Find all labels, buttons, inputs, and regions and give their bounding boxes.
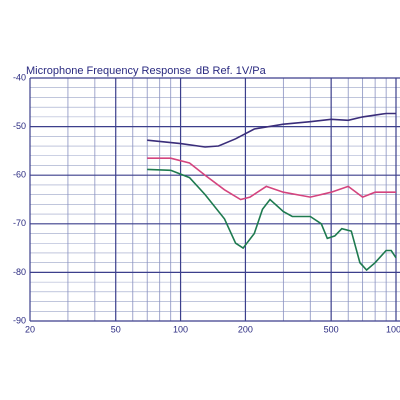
x-tick-label: 1000 bbox=[386, 324, 400, 334]
y-tick-label: -60 bbox=[13, 170, 26, 180]
x-tick-label: 500 bbox=[324, 324, 339, 334]
y-tick-label: -80 bbox=[13, 267, 26, 277]
y-tick-label: -40 bbox=[13, 72, 26, 82]
x-tick-label: 50 bbox=[111, 324, 121, 334]
x-tick-label: 20 bbox=[25, 324, 35, 334]
series-line bbox=[147, 112, 396, 148]
x-tick-label: 100 bbox=[173, 324, 188, 334]
chart-subtitle: dB Ref. 1V/Pa bbox=[196, 65, 267, 77]
y-tick-label: -50 bbox=[13, 121, 26, 131]
x-tick-label: 200 bbox=[238, 324, 253, 334]
y-tick-label: -90 bbox=[13, 315, 26, 325]
series-line bbox=[147, 157, 396, 201]
chart-title: Microphone Frequency Response bbox=[26, 65, 191, 77]
plot-area bbox=[30, 78, 400, 321]
y-tick-label: -70 bbox=[13, 218, 26, 228]
series-line bbox=[147, 168, 397, 272]
